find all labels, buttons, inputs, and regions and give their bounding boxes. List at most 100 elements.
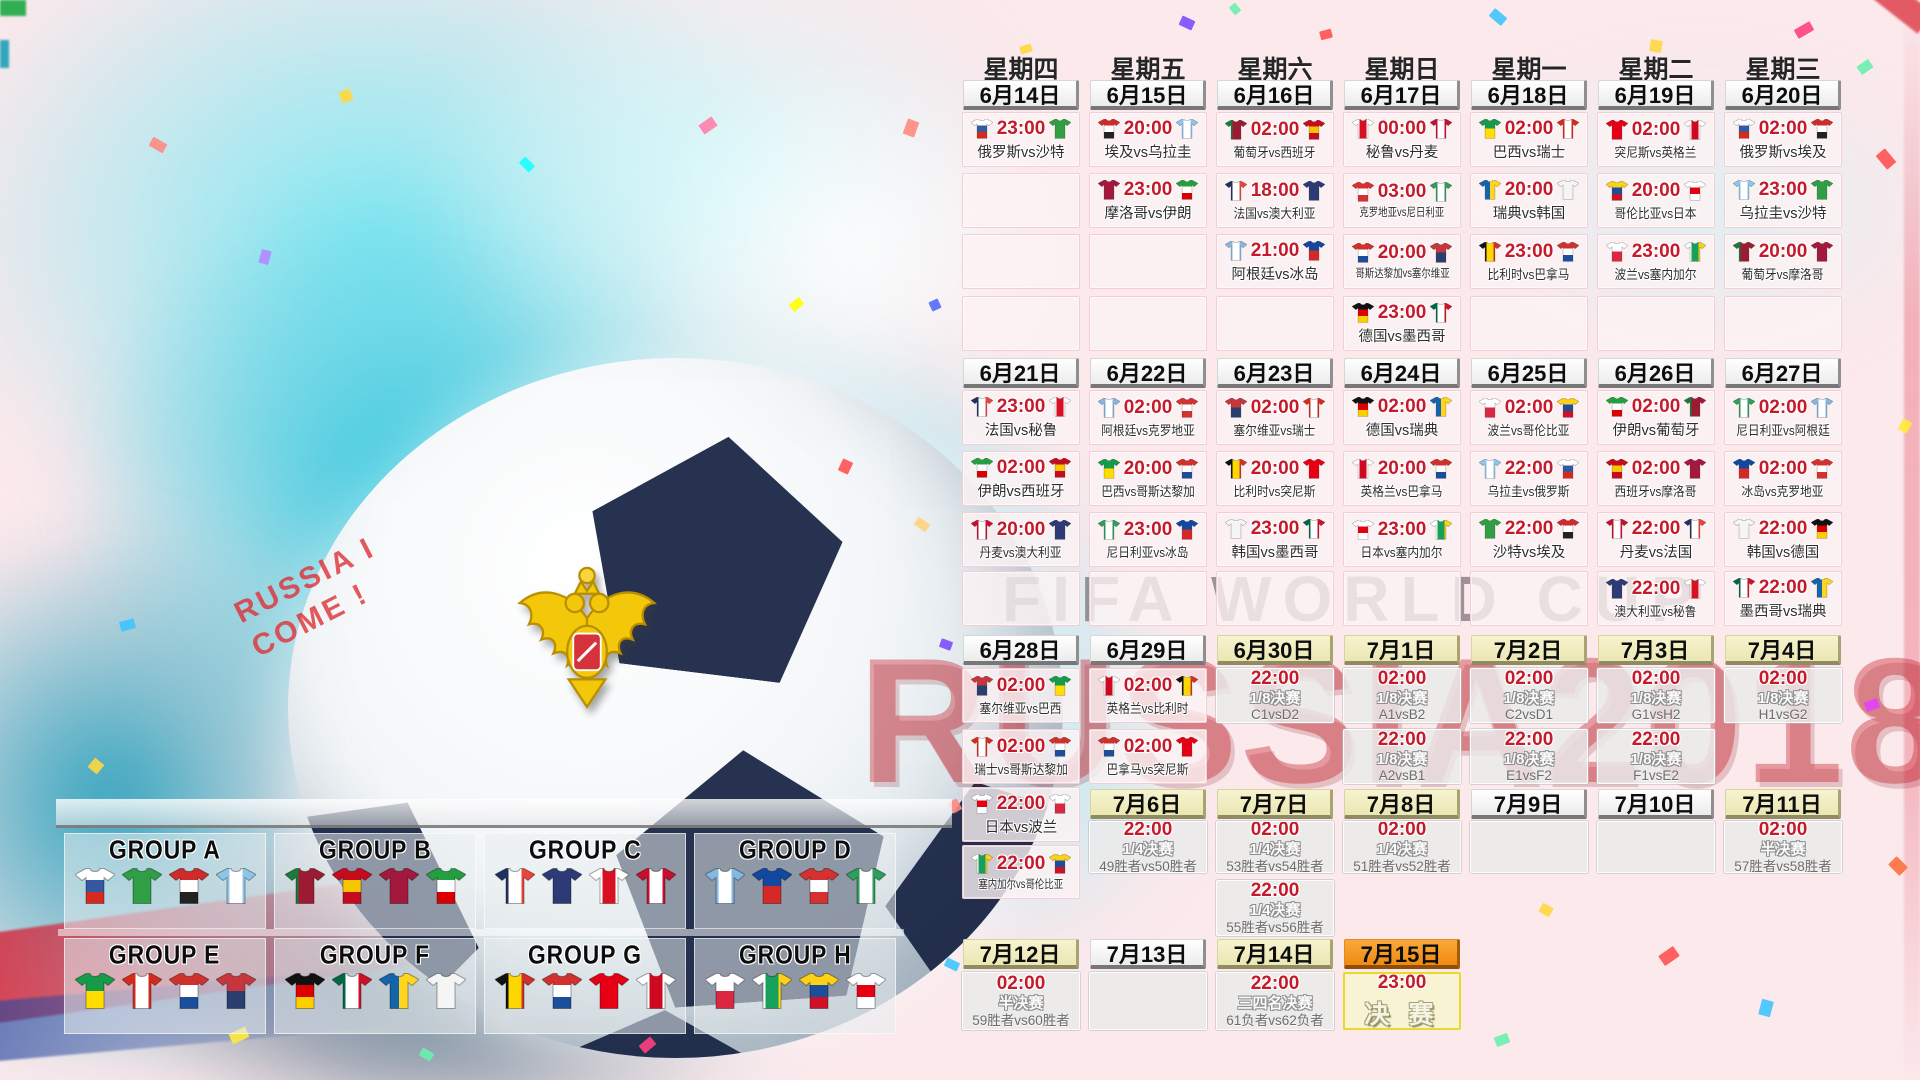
empty-cell (962, 296, 1080, 351)
jersey-icon-埃及 (1811, 118, 1834, 139)
knockout-cell: 02:00 半决赛 57胜者vs58胜者 (1724, 821, 1842, 873)
match-teams: 巴西vs哥斯达黎加 (1101, 483, 1195, 499)
group-jerseys (284, 868, 466, 905)
match-time: 02:00 (1504, 668, 1554, 689)
match-time: 22:00 (1123, 821, 1173, 841)
group-title: GROUP C (528, 835, 642, 866)
match-teams: 埃及vs乌拉圭 (1104, 144, 1192, 161)
jersey-icon-丹麦 (1605, 518, 1628, 539)
match-teams: 德国vs墨西哥 (1358, 328, 1446, 345)
empty-cell (962, 234, 1080, 289)
jersey-icon-葡萄牙 (1684, 396, 1707, 417)
match-cell: 20:00 英格兰vs巴拿马 (1343, 451, 1461, 506)
empty-cell (1089, 972, 1207, 1030)
jersey-icon-阿根廷 (1811, 397, 1834, 418)
date-pill: 7月10日 (1598, 789, 1714, 819)
jersey-icon-英格兰 (635, 973, 676, 1009)
match-teams: 西班牙vs摩洛哥 (1615, 483, 1697, 499)
group-card: GROUP B (274, 833, 476, 929)
jersey-icon-丹麦 (970, 519, 993, 540)
jersey-icon-冰岛 (751, 868, 792, 904)
jersey-icon-德国 (284, 973, 325, 1009)
knockout-cell: 02:00 1/8决赛 H1vsG2 (1724, 668, 1842, 723)
jersey-icon-塞内加尔 (1684, 241, 1707, 262)
match-time: 02:00 (1631, 118, 1681, 140)
match-time: 20:00 (1123, 117, 1173, 139)
jersey-icon-瑞士 (1557, 118, 1580, 139)
jersey-icon-日本 (1351, 519, 1374, 540)
stage-label: 1/8决赛 (1503, 750, 1555, 768)
jersey-icon-乌拉圭 (1176, 118, 1199, 139)
jersey-icon-澳大利亚 (1303, 180, 1326, 201)
group-title: GROUP F (319, 940, 431, 971)
weekday-label: 星期一 (1491, 56, 1567, 84)
empty-cell (1597, 296, 1715, 351)
match-teams: 哥斯达黎加vs塞尔维亚 (1354, 268, 1450, 280)
jersey-icon-墨西哥 (1732, 577, 1755, 598)
match-cell: 02:00 伊朗vs西班牙 (962, 451, 1080, 506)
jersey-icon-突尼斯 (1176, 736, 1199, 757)
jersey-icon-克罗地亚 (1351, 182, 1374, 202)
match-time: 22:00 (996, 852, 1046, 874)
jersey-icon-比利时 (1224, 458, 1247, 479)
match-time: 02:00 (996, 735, 1046, 757)
knockout-cell: 22:00 1/8决赛 C1vsD2 (1216, 668, 1334, 723)
match-time: 22:00 (1504, 517, 1554, 539)
match-time: 02:00 (1504, 396, 1554, 418)
match-teams: 突尼斯vs英格兰 (1615, 144, 1697, 160)
empty-cell (1597, 821, 1715, 873)
match-time: 22:00 (1250, 880, 1300, 902)
jersey-icon-法国 (1684, 518, 1707, 539)
stage-label: 1/4决赛 (1376, 841, 1428, 859)
match-teams: 波兰vs塞内加尔 (1615, 266, 1697, 282)
jersey-icon-沙特 (1811, 179, 1834, 200)
jersey-icon-阿根廷 (1224, 240, 1247, 261)
date-pill: 7月3日 (1598, 635, 1714, 665)
knockout-cell: 22:00 1/8决赛 F1vsE2 (1597, 729, 1715, 784)
match-time: 22:00 (1250, 668, 1300, 689)
jersey-icon-巴西 (1097, 458, 1120, 479)
stage-label: 三四名决赛 (1237, 995, 1313, 1013)
jersey-icon-德国 (1351, 302, 1374, 323)
match-time: 02:00 (1758, 457, 1808, 479)
date-pill: 7月4日 (1725, 635, 1841, 665)
paint-streak (0, 0, 26, 16)
match-time: 20:00 (996, 518, 1046, 540)
jersey-icon-瑞典 (1430, 396, 1453, 417)
match-time: 23:00 (1377, 301, 1427, 323)
jersey-icon-俄罗斯 (970, 118, 993, 139)
match-teams: 比利时vs突尼斯 (1234, 483, 1316, 499)
match-cell: 20:00 哥斯达黎加vs塞尔维亚 (1343, 234, 1461, 289)
knockout-teams: F1vsE2 (1633, 768, 1679, 784)
match-cell: 02:00 尼日利亚vs阿根廷 (1724, 390, 1842, 445)
jersey-icon-瑞士 (1303, 397, 1326, 418)
jersey-icon-法国 (970, 396, 993, 417)
match-time: 02:00 (1123, 674, 1173, 696)
match-teams: 墨西哥vs瑞典 (1739, 603, 1827, 620)
jersey-icon-丹麦 (1430, 118, 1453, 139)
match-cell: 02:00 德国vs瑞典 (1343, 390, 1461, 445)
date-pill: 7月7日 (1217, 789, 1333, 819)
jersey-icon-哥伦比亚 (1605, 180, 1628, 201)
match-time: 02:00 (1377, 668, 1427, 689)
jersey-icon-比利时 (1478, 241, 1501, 262)
group-card: GROUP D (694, 833, 896, 929)
match-teams: 葡萄牙vs西班牙 (1234, 144, 1316, 160)
match-time: 02:00 (1377, 821, 1427, 841)
final-cell: 23:00 决 赛 (1343, 972, 1461, 1030)
knockout-teams: C2vsD1 (1504, 707, 1553, 723)
jersey-icon-阿根廷 (704, 868, 745, 904)
jersey-icon-伊朗 (1605, 396, 1628, 417)
jersey-icon-突尼斯 (1605, 119, 1628, 140)
jersey-icon-埃及 (168, 868, 209, 904)
match-teams: 乌拉圭vs沙特 (1739, 205, 1827, 222)
match-time: 02:00 (1377, 395, 1427, 417)
match-cell: 22:00 丹麦vs法国 (1597, 512, 1715, 567)
jersey-icon-沙特 (1478, 518, 1501, 539)
match-teams: 俄罗斯vs埃及 (1739, 144, 1827, 161)
group-title: GROUP A (109, 835, 221, 866)
match-time: 02:00 (1123, 396, 1173, 418)
match-time: 23:00 (996, 395, 1046, 417)
jersey-icon-澳大利亚 (1049, 519, 1072, 540)
jersey-icon-日本 (970, 793, 993, 814)
